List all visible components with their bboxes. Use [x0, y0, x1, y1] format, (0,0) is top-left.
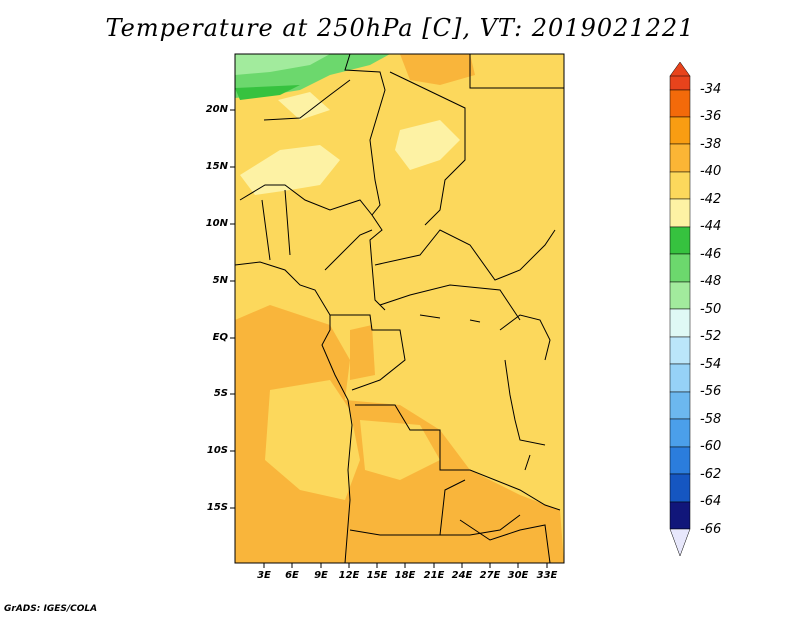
- border-a: [344, 54, 386, 311]
- field-patch-40-b: [360, 420, 440, 480]
- colorbar-label: -60: [700, 439, 722, 454]
- border-d: [263, 79, 351, 121]
- colorbar-label: -36: [700, 109, 722, 124]
- lat-label: 20N: [205, 104, 228, 115]
- field-patch-42-a: [240, 145, 340, 195]
- lon-label: 24E: [451, 570, 473, 581]
- colorbar-label: -38: [700, 137, 722, 152]
- field-patch-42-b: [395, 120, 460, 170]
- axis-ticks: [230, 109, 548, 568]
- lon-label: 6E: [285, 570, 299, 581]
- border-m: [504, 359, 546, 446]
- map-frame: [234, 53, 565, 564]
- lon-label: 12E: [338, 570, 360, 581]
- colorbar-label: -58: [700, 412, 722, 427]
- border-g: [324, 229, 373, 271]
- colorbar-label: -42: [700, 192, 722, 207]
- colorbar-label: -40: [700, 164, 722, 179]
- lake-marks: [419, 314, 531, 471]
- border-o: [349, 529, 440, 536]
- lon-label: 33E: [536, 570, 558, 581]
- border-i: [379, 284, 521, 321]
- lat-label: 15N: [205, 161, 228, 172]
- lat-label: 10N: [205, 218, 228, 229]
- colorbar-label: -48: [700, 274, 722, 289]
- field-patch-38-gabon: [350, 325, 375, 380]
- colorbar-label: -50: [700, 302, 722, 317]
- temperature-field: [235, 54, 564, 563]
- border-k: [355, 404, 561, 511]
- colorbar-label: -34: [700, 82, 722, 97]
- border-l: [499, 314, 551, 361]
- lon-label: 21E: [423, 570, 445, 581]
- lon-label: 30E: [507, 570, 529, 581]
- colorbar-label: -66: [700, 522, 722, 537]
- lat-label: EQ: [212, 332, 228, 343]
- lon-label: 3E: [257, 570, 271, 581]
- colorbar-label: -46: [700, 247, 722, 262]
- field-region-44: [235, 85, 300, 100]
- grads-credit: GrADS: IGES/COLA: [4, 604, 98, 614]
- lat-label: 10S: [206, 445, 228, 456]
- field-region-48: [235, 54, 330, 75]
- colorbar-label: -62: [700, 467, 722, 482]
- border-p: [459, 519, 551, 563]
- colorbar-label: -56: [700, 384, 722, 399]
- colorbar-label: -44: [700, 219, 722, 234]
- field-patch-38-north: [400, 54, 475, 85]
- border-n: [439, 479, 521, 536]
- colorbar-label: -64: [700, 494, 722, 509]
- border-j: [330, 314, 406, 391]
- colorbar: [669, 61, 691, 557]
- boundaries: [235, 54, 564, 563]
- border-b: [389, 71, 466, 226]
- lat-label: 5N: [212, 275, 228, 286]
- colorbar-label: -54: [700, 357, 722, 372]
- coastline: [235, 261, 353, 563]
- border-e: [239, 184, 373, 216]
- lat-label: 15S: [206, 502, 228, 513]
- lat-label: 5S: [213, 388, 228, 399]
- field-patch-42-c: [278, 92, 330, 120]
- colorbar-bottom-arrow: [669, 528, 691, 557]
- map-title: Temperature at 250hPa [C], VT: 201902122…: [105, 14, 695, 42]
- colorbar-label: -52: [700, 329, 722, 344]
- field-patch-40-a: [265, 380, 360, 500]
- lon-label: 27E: [479, 570, 501, 581]
- lon-label: 18E: [394, 570, 416, 581]
- border-h: [374, 229, 556, 281]
- border-f: [261, 189, 291, 261]
- lon-label: 15E: [366, 570, 388, 581]
- lon-label: 9E: [314, 570, 328, 581]
- border-c: [469, 54, 564, 89]
- colorbar-segments: [669, 75, 691, 530]
